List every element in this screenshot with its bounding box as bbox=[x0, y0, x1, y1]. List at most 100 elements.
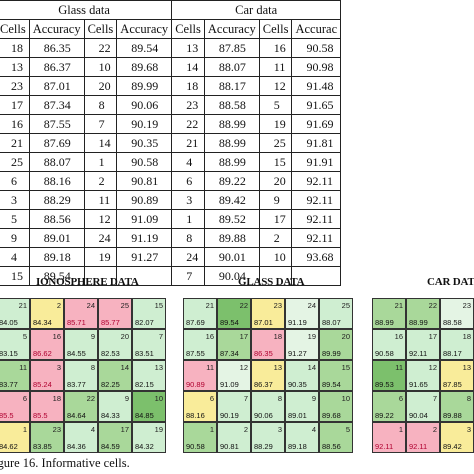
glass-right-accuracy: 89.99 bbox=[116, 76, 173, 96]
cell-number: 8 bbox=[466, 394, 471, 403]
cell-accuracy: 83.51 bbox=[135, 349, 154, 358]
car-left-cells: 6 bbox=[171, 171, 205, 191]
cell-number: 6 bbox=[398, 394, 403, 403]
glass-left-accuracy: 88.56 bbox=[28, 209, 85, 229]
cell-accuracy: 89.42 bbox=[443, 442, 462, 451]
cell-number: 13 bbox=[273, 363, 282, 372]
car-right-cells: 5 bbox=[258, 95, 293, 115]
cell-accuracy: 85.71 bbox=[67, 318, 86, 327]
cell-number: 14 bbox=[120, 363, 129, 372]
cell-number: 17 bbox=[239, 332, 248, 341]
results-table-container: Glass data Car data Cells Accuracy Cells… bbox=[0, 0, 342, 286]
car-left-accuracy: 88.99 bbox=[203, 152, 260, 172]
cell-accuracy: 84.64 bbox=[67, 411, 86, 420]
cell-number: 25 bbox=[341, 301, 350, 310]
car-right-accuracy: 92.11 bbox=[291, 190, 342, 210]
informative-cell: 2 90.81 bbox=[218, 423, 250, 452]
cell-accuracy: 85.77 bbox=[101, 318, 120, 327]
informative-cell: 18 85.5 bbox=[31, 392, 63, 421]
table-title-row: Glass data Car data bbox=[0, 0, 342, 20]
informative-cell: 11 90.89 bbox=[184, 361, 216, 390]
cell-number: 7 bbox=[243, 394, 248, 403]
cell-accuracy: 89.54 bbox=[322, 380, 341, 389]
glass-right-accuracy bbox=[116, 266, 173, 286]
cell-number: 17 bbox=[120, 425, 129, 434]
informative-cell: 13 86.37 bbox=[252, 361, 284, 390]
table-row: 16 87.55 7 90.19 22 88.99 19 91.69 bbox=[0, 114, 342, 134]
car-left-accuracy: 88.99 bbox=[203, 133, 260, 153]
car-left-cells: 13 bbox=[171, 38, 205, 58]
cell-number: 22 bbox=[428, 301, 437, 310]
car-right-cells: 16 bbox=[258, 38, 293, 58]
informative-cell: 7 90.04 bbox=[407, 392, 439, 421]
cell-number: 18 bbox=[273, 332, 282, 341]
informative-cell: 6 85.5 bbox=[0, 392, 29, 421]
informative-cell: 3 85.24 bbox=[31, 361, 63, 390]
cell-accuracy: 90.35 bbox=[288, 380, 307, 389]
table-row: 15 89.54 7 90.04 bbox=[0, 266, 342, 286]
glass-right-cells: 2 bbox=[83, 171, 118, 191]
cell-number: 16 bbox=[394, 332, 403, 341]
cell-number: 13 bbox=[462, 363, 471, 372]
cell-number: 4 bbox=[90, 425, 95, 434]
table-row: 17 87.34 8 90.06 23 88.58 5 91.65 bbox=[0, 95, 342, 115]
cell-accuracy: 86.62 bbox=[33, 349, 52, 358]
cell-accuracy: 90.89 bbox=[186, 380, 205, 389]
cell-number: 23 bbox=[52, 425, 61, 434]
informative-cell: 23 88.58 bbox=[441, 299, 473, 328]
car-right-accuracy: 91.69 bbox=[291, 114, 342, 134]
cell-accuracy: 87.85 bbox=[443, 380, 462, 389]
informative-cell: 3 89.42 bbox=[441, 423, 473, 452]
cell-accuracy: 89.18 bbox=[288, 442, 307, 451]
cell-number: 15 bbox=[154, 301, 163, 310]
car-accuracy-header-1: Accuracy bbox=[203, 19, 260, 39]
informative-cell: 17 84.59 bbox=[99, 423, 131, 452]
cell-number: 5 bbox=[345, 425, 350, 434]
glass-right-cells: 8 bbox=[83, 95, 118, 115]
table-row: 9 89.01 24 91.19 8 89.88 2 92.11 bbox=[0, 228, 342, 248]
glass-data-title: Glass data bbox=[0, 0, 173, 20]
informative-cell: 6 88.16 bbox=[184, 392, 216, 421]
cell-number: 23 bbox=[462, 301, 471, 310]
informative-cell: 19 91.27 bbox=[286, 330, 318, 359]
cell-accuracy: 87.55 bbox=[186, 349, 205, 358]
cell-accuracy: 84.05 bbox=[0, 318, 18, 327]
car-right-cells: 25 bbox=[258, 133, 293, 153]
informative-cell: 3 88.29 bbox=[252, 423, 284, 452]
informative-cell: 4 89.18 bbox=[286, 423, 318, 452]
informative-cell: 8 89.88 bbox=[441, 392, 473, 421]
informative-cell: 16 90.58 bbox=[373, 330, 405, 359]
cell-number: 10 bbox=[341, 394, 350, 403]
informative-cell: 13 87.85 bbox=[441, 361, 473, 390]
informative-cell: 8 90.06 bbox=[252, 392, 284, 421]
cell-number: 20 bbox=[120, 332, 129, 341]
informative-cell: 24 85.71 bbox=[65, 299, 97, 328]
informative-cell: 23 87.01 bbox=[252, 299, 284, 328]
car-cell-grid: 21 88.99 22 88.99 23 88.58 16 90.58 17 92.11 18 88.… bbox=[372, 298, 474, 453]
cell-accuracy: 92.11 bbox=[409, 349, 428, 358]
glass-accuracy-header-1: Accuracy bbox=[28, 19, 85, 39]
glass-right-accuracy: 91.27 bbox=[116, 247, 173, 267]
cell-accuracy: 89.99 bbox=[322, 349, 341, 358]
cell-accuracy: 87.34 bbox=[220, 349, 239, 358]
cell-number: 3 bbox=[277, 425, 282, 434]
informative-cell: 5 88.56 bbox=[320, 423, 352, 452]
car-left-cells: 23 bbox=[171, 95, 205, 115]
cell-number: 8 bbox=[277, 394, 282, 403]
cell-accuracy: 88.56 bbox=[322, 442, 341, 451]
cell-number: 6 bbox=[209, 394, 214, 403]
cell-accuracy: 86.37 bbox=[254, 380, 273, 389]
car-right-cells: 19 bbox=[258, 114, 293, 134]
cell-accuracy: 90.58 bbox=[375, 349, 394, 358]
cell-number: 10 bbox=[154, 394, 163, 403]
cell-number: 13 bbox=[154, 363, 163, 372]
table-row: 3 88.29 11 90.89 3 89.42 9 92.11 bbox=[0, 190, 342, 210]
car-left-cells: 22 bbox=[171, 114, 205, 134]
car-left-cells: 21 bbox=[171, 133, 205, 153]
informative-cell: 6 89.22 bbox=[373, 392, 405, 421]
glass-right-cells: 24 bbox=[83, 228, 118, 248]
glass-left-cells: 21 bbox=[0, 133, 30, 153]
car-right-cells: 15 bbox=[258, 152, 293, 172]
informative-cell: 22 88.99 bbox=[407, 299, 439, 328]
cell-number: 22 bbox=[86, 394, 95, 403]
